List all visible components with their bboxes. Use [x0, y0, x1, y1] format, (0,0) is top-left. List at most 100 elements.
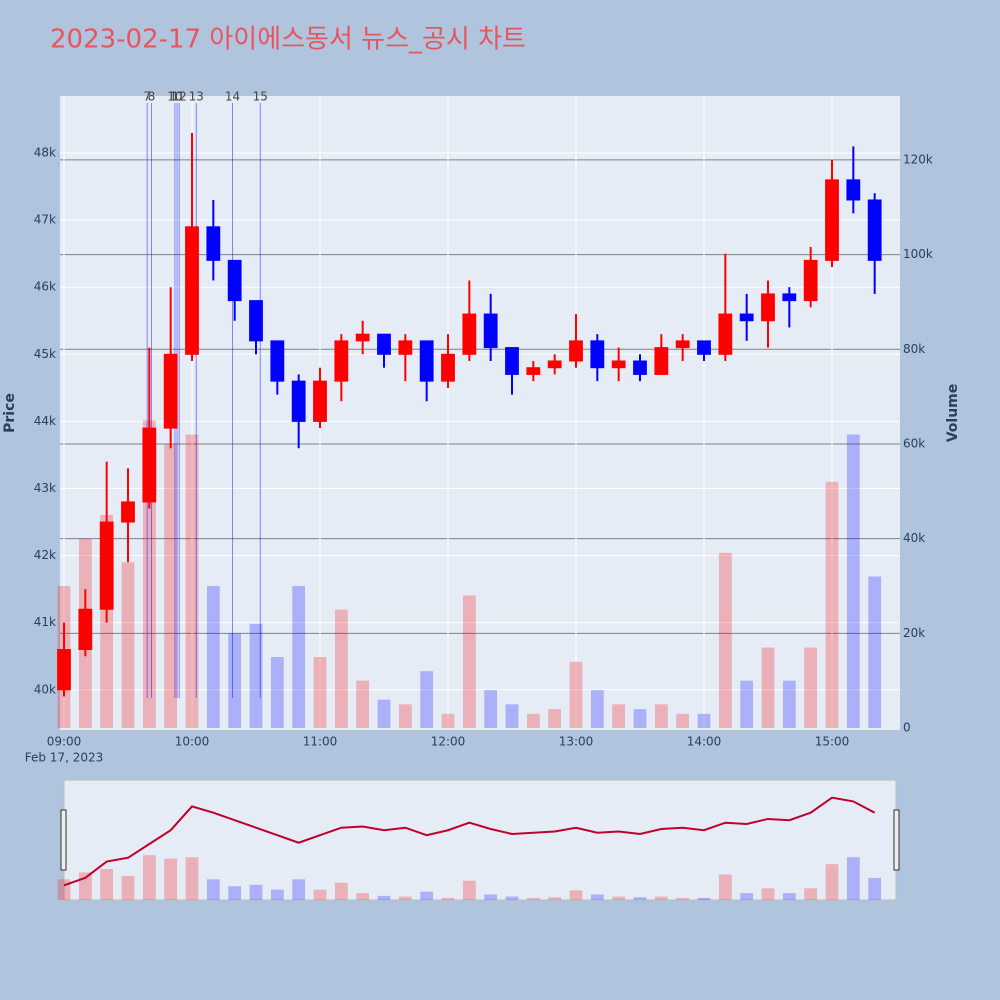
- volume-bar: [718, 552, 732, 728]
- y-tick-label: 43k: [34, 481, 56, 495]
- volume-bar: [825, 481, 839, 728]
- candle-body: [867, 199, 882, 261]
- mini-volume-bar: [676, 897, 690, 900]
- x-tick-label: 09:00: [47, 735, 82, 749]
- y-tick-label: 45k: [34, 347, 56, 361]
- volume-bar: [206, 585, 220, 728]
- volume-bar: [484, 690, 498, 728]
- mini-volume-bar: [121, 875, 135, 900]
- candle-body: [526, 367, 541, 375]
- candle-body: [803, 259, 818, 302]
- volume-bar: [697, 713, 711, 728]
- volume-bar: [846, 434, 860, 728]
- y2-tick-label: 60k: [903, 436, 925, 450]
- mini-volume-bar: [270, 889, 284, 900]
- mini-volume-bar: [548, 897, 562, 900]
- range-slider[interactable]: [63, 779, 897, 901]
- candle-body: [249, 300, 263, 342]
- mini-volume-bar: [57, 879, 71, 900]
- volume-bar: [292, 585, 306, 728]
- candle-body: [291, 380, 306, 422]
- candle-body: [697, 340, 711, 355]
- mini-volume-bar: [718, 874, 732, 900]
- mini-volume-bar: [654, 896, 668, 900]
- candle-body: [121, 501, 135, 523]
- candle-body: [483, 313, 498, 349]
- candle-body: [398, 340, 413, 355]
- candle-body: [846, 179, 861, 201]
- y2-tick-label: 20k: [903, 626, 925, 640]
- volume-bar: [249, 623, 263, 728]
- mini-volume-bar: [249, 884, 263, 900]
- y-tick-label: 48k: [34, 146, 56, 160]
- candle-body: [739, 313, 754, 322]
- mini-volume-bar: [228, 886, 242, 900]
- mini-volume-bar: [761, 888, 775, 900]
- mini-volume-bar: [441, 897, 455, 900]
- y-tick-label: 40k: [34, 682, 56, 696]
- mini-volume-bar: [633, 897, 647, 900]
- candle-body: [355, 333, 370, 342]
- annotation-label: 14: [225, 90, 240, 104]
- mini-price-line: [63, 796, 876, 887]
- volume-bar: [270, 656, 284, 728]
- candle-body: [761, 293, 775, 322]
- candle-body: [441, 353, 455, 382]
- range-handle[interactable]: [893, 809, 900, 871]
- volume-bar: [441, 713, 455, 728]
- candle-body: [462, 313, 477, 355]
- mini-volume-bar: [164, 858, 178, 900]
- y-tick-label: 42k: [34, 548, 56, 562]
- candle-body: [590, 340, 605, 369]
- y2-tick-label: 40k: [903, 531, 925, 545]
- candle-body: [611, 360, 626, 369]
- volume-bar: [462, 595, 476, 728]
- mini-volume-bar: [142, 855, 156, 900]
- y-axis-title: Price: [2, 393, 18, 433]
- candle-body: [78, 608, 93, 651]
- mini-volume-bar: [846, 857, 860, 900]
- candle-body: [718, 313, 733, 355]
- volume-bar: [548, 709, 562, 728]
- volume-bar: [313, 656, 327, 728]
- mini-volume-bar: [334, 882, 348, 900]
- candle-body: [185, 226, 199, 355]
- mini-volume-bar: [612, 896, 626, 900]
- mini-volume-bar: [100, 868, 114, 900]
- candle-body: [782, 293, 797, 302]
- volume-bar: [121, 562, 135, 728]
- volume-bar: [569, 661, 583, 728]
- volume-bar: [377, 699, 391, 728]
- candle-body: [825, 179, 839, 261]
- mini-volume-bar: [78, 872, 92, 900]
- annotation-label: 8: [148, 90, 156, 104]
- candle-body: [57, 649, 71, 691]
- mini-volume-bar: [868, 877, 882, 900]
- range-handle[interactable]: [60, 809, 67, 871]
- volume-bar: [526, 713, 540, 728]
- volume-bar: [761, 647, 775, 728]
- volume-bar: [804, 647, 818, 728]
- y2-tick-label: 120k: [903, 152, 933, 166]
- annotation-label: 13: [189, 90, 204, 104]
- mini-volume-bar: [462, 880, 476, 900]
- volume-bar: [868, 576, 882, 728]
- x-tick-label: 15:00: [815, 735, 850, 749]
- candle-body: [654, 347, 669, 375]
- candle-body: [569, 340, 583, 362]
- mini-volume-bar: [185, 857, 199, 900]
- x-tick-label: 11:00: [303, 735, 338, 749]
- volume-bar: [740, 680, 754, 728]
- x-tick-label: 12:00: [431, 735, 466, 749]
- candle-body: [675, 340, 690, 349]
- mini-volume-bar: [206, 879, 220, 900]
- mini-volume-bar: [825, 864, 839, 900]
- volume-bar: [612, 704, 626, 728]
- mini-volume-bar: [420, 891, 434, 900]
- annotation-label: 15: [253, 90, 268, 104]
- annotation-label: 12: [172, 90, 187, 104]
- volume-bar: [633, 709, 647, 728]
- candle-body: [227, 259, 242, 302]
- mini-volume-bar: [740, 893, 754, 900]
- volume-bar: [505, 704, 519, 728]
